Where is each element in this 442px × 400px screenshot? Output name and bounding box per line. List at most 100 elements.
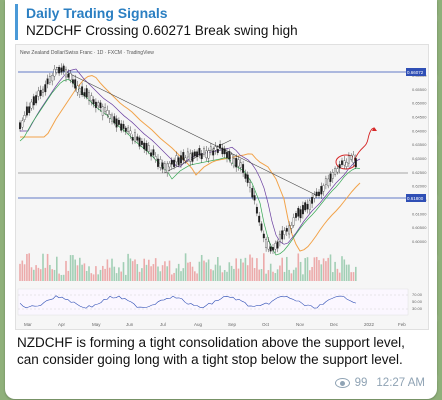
volume-bar — [334, 261, 336, 281]
chart-image[interactable]: New Zealand Dollar/Swiss Franc · 1D · FX… — [15, 44, 429, 330]
candle-body — [200, 153, 203, 160]
month-label: May — [92, 322, 101, 327]
resistance-label-box — [406, 68, 426, 76]
volume-bar — [341, 256, 343, 281]
candle-body — [216, 149, 219, 153]
candle-body — [83, 92, 86, 97]
candle-body — [295, 213, 297, 218]
candle-body — [173, 159, 176, 167]
candle-body — [42, 88, 44, 94]
volume-bar — [148, 259, 150, 281]
volume-bar — [173, 272, 175, 281]
forecast-arrowhead — [372, 127, 377, 131]
candle-body — [223, 148, 226, 155]
volume-bar — [336, 268, 339, 281]
candle-body — [65, 69, 67, 78]
candle-body — [182, 152, 185, 161]
rsi-panel — [17, 288, 409, 316]
volume-bar — [67, 270, 70, 281]
volume-bar — [166, 266, 168, 281]
candle-body — [58, 66, 61, 74]
trend-line — [55, 66, 317, 196]
volume-bar — [311, 266, 313, 281]
candle-body — [136, 136, 139, 141]
candle-body — [304, 202, 307, 211]
candle-body — [117, 119, 120, 125]
volume-bar — [159, 271, 162, 281]
candle-body — [32, 96, 35, 106]
volume-bar — [237, 268, 240, 281]
price-tick-label: 0.61000 — [412, 211, 427, 216]
candle-body — [345, 162, 348, 167]
candle-body — [104, 107, 107, 112]
volume-bar — [217, 257, 219, 281]
volume-bar — [253, 268, 256, 281]
volume-bar — [338, 272, 341, 281]
volume-bar — [260, 269, 263, 281]
volume-bar — [102, 265, 104, 281]
chart-header: New Zealand Dollar/Swiss Franc · 1D · FX… — [20, 50, 154, 56]
candle-body — [122, 123, 125, 129]
candle-body — [134, 132, 136, 142]
price-chart: New Zealand Dollar/Swiss Franc · 1D · FX… — [17, 50, 427, 327]
candle-body — [51, 75, 54, 82]
candle-body — [81, 86, 84, 96]
volume-bar — [145, 264, 148, 281]
candle-body — [207, 150, 210, 159]
volume-bar — [249, 254, 251, 281]
reply-quote[interactable]: Daily Trading Signals NZDCHF Crossing 0.… — [15, 4, 427, 40]
candle-body — [159, 159, 162, 168]
volume-bar — [35, 265, 37, 281]
price-tick-label: 0.64500 — [412, 115, 427, 120]
volume-bar — [72, 255, 74, 281]
volume-bar — [184, 253, 187, 281]
volume-bar — [62, 274, 65, 281]
candle-body — [163, 163, 166, 170]
volume-bar — [292, 269, 295, 281]
volume-bar — [315, 256, 318, 281]
candle-body — [44, 84, 47, 93]
month-label: Jul — [160, 322, 166, 327]
candle-body — [338, 164, 341, 169]
volume-bar — [51, 269, 53, 281]
volume-bar — [115, 273, 118, 281]
message-meta: 99 12:27 AM — [334, 377, 425, 389]
candle-body — [334, 168, 337, 175]
volume-bar — [111, 258, 113, 281]
volume-bar — [191, 266, 194, 281]
price-tick-label: 0.65000 — [412, 101, 427, 106]
rsi-tick-label: 30.00 — [412, 306, 423, 311]
price-tick-label: 0.62000 — [412, 184, 427, 189]
support-label: 0.61800 — [407, 196, 424, 201]
volume-bar — [33, 269, 35, 281]
volume-bar — [154, 258, 157, 281]
candle-body — [203, 148, 205, 155]
candle-body — [285, 228, 288, 232]
candle-body — [67, 73, 70, 78]
volume-bar — [97, 274, 99, 281]
volume-bar — [309, 270, 311, 281]
volume-bar — [104, 268, 106, 281]
rsi-tick-label: 70.00 — [412, 292, 423, 297]
volume-bar — [244, 257, 247, 281]
candle-body — [113, 116, 116, 124]
volume-bar — [131, 261, 134, 281]
candle-body — [143, 142, 146, 150]
candle-body — [154, 156, 157, 160]
price-tick-label: 0.65500 — [412, 87, 427, 92]
price-tick-label: 0.60000 — [412, 239, 427, 244]
volume-bar — [85, 270, 88, 281]
volume-bar — [343, 259, 346, 281]
candle-body — [343, 160, 346, 166]
volume-bar — [175, 268, 178, 281]
volume-bar — [182, 268, 185, 281]
volume-bar — [134, 259, 136, 281]
candle-body — [267, 241, 270, 250]
candle-body — [347, 155, 350, 164]
volume-bar — [120, 271, 122, 281]
volume-bar — [194, 271, 196, 281]
candle-body — [131, 137, 134, 141]
candle-body — [230, 154, 233, 164]
volume-bar — [136, 264, 139, 281]
volume-bar — [65, 260, 67, 281]
